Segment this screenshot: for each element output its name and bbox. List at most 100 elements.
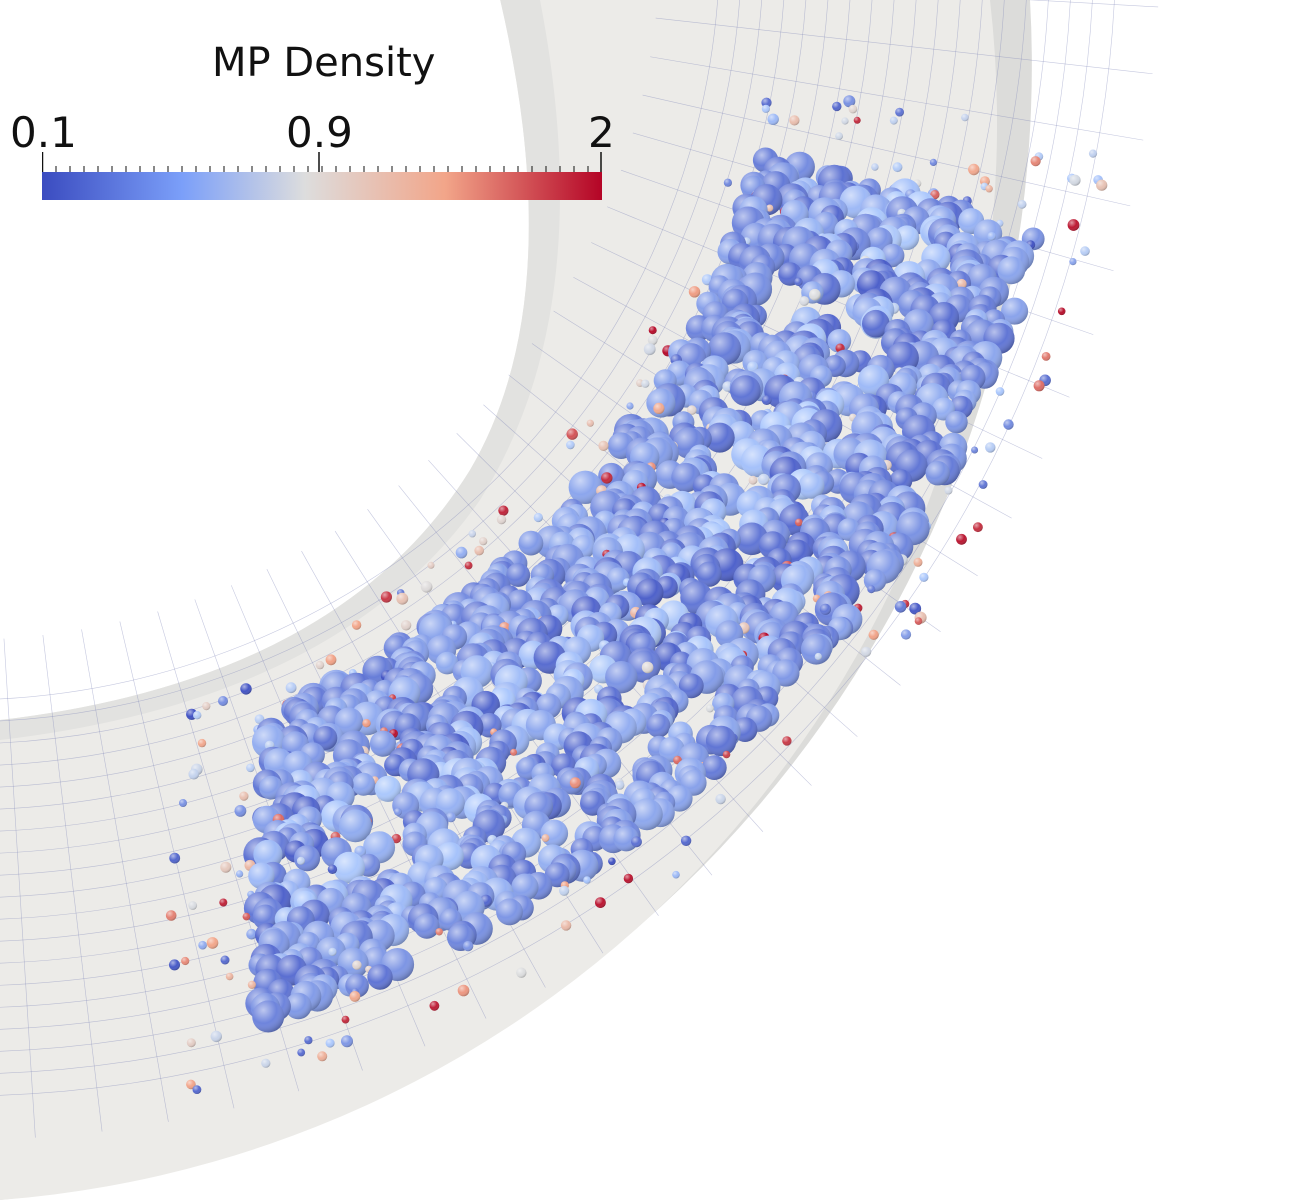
material-point-shading xyxy=(715,793,726,805)
material-point-shading xyxy=(188,768,200,780)
material-point-shading xyxy=(210,1030,222,1043)
material-point-shading xyxy=(435,928,443,936)
material-point-shading xyxy=(328,947,337,956)
material-point-shading xyxy=(533,512,543,523)
material-point-shading xyxy=(761,104,771,113)
material-point-shading xyxy=(867,585,876,594)
material-point-shading xyxy=(345,973,369,998)
material-point-shading xyxy=(569,777,581,789)
material-point-shading xyxy=(761,395,772,405)
material-point-shading xyxy=(239,791,249,801)
material-point-shading xyxy=(246,763,255,773)
material-point-shading xyxy=(341,1035,353,1048)
material-point-shading xyxy=(518,530,544,556)
material-point-shading xyxy=(646,388,676,418)
material-point-shading xyxy=(862,309,890,338)
material-point-shading xyxy=(186,1038,196,1048)
colorbar-max-label: 2 xyxy=(588,108,615,157)
material-point-shading xyxy=(339,809,372,843)
material-point-shading xyxy=(197,738,207,748)
material-point-shading xyxy=(566,440,575,450)
material-point-shading xyxy=(455,546,468,559)
material-point-shading xyxy=(1041,352,1051,361)
colorbar-title: MP Density xyxy=(212,40,436,86)
material-point-shading xyxy=(586,419,594,427)
material-point-shading xyxy=(427,561,435,569)
material-point-shading xyxy=(772,659,800,687)
material-point-shading xyxy=(188,901,198,910)
material-point-shading xyxy=(799,296,810,306)
material-point-shading xyxy=(293,845,321,872)
material-point-shading xyxy=(169,852,181,864)
material-point-shading xyxy=(252,904,278,930)
material-point-shading xyxy=(400,620,412,631)
material-point-shading xyxy=(646,713,671,738)
material-point-shading xyxy=(672,870,680,879)
material-point-shading xyxy=(956,533,967,545)
material-point-shading xyxy=(722,750,731,759)
material-point-shading xyxy=(944,486,953,495)
material-point-shading xyxy=(391,833,401,844)
material-point-shading xyxy=(218,696,228,706)
material-point-shading xyxy=(794,277,803,286)
material-point-shading xyxy=(795,518,803,527)
material-point-shading xyxy=(380,591,392,603)
material-point-shading xyxy=(827,329,852,353)
colorbar-ticks xyxy=(42,152,602,174)
material-point-shading xyxy=(506,563,531,587)
material-point-shading xyxy=(220,861,232,873)
material-point-shading xyxy=(945,410,968,434)
material-point-shading xyxy=(1017,199,1027,209)
material-point-shading xyxy=(626,402,634,410)
material-point-shading xyxy=(362,719,371,728)
material-point-shading xyxy=(648,326,657,335)
material-point-shading xyxy=(968,163,980,176)
material-point-shading xyxy=(510,748,518,756)
material-point-shading xyxy=(566,428,578,440)
material-point-shading xyxy=(973,522,983,533)
material-point-shading xyxy=(1080,246,1090,256)
material-point-shading xyxy=(1001,297,1029,325)
material-point-shading xyxy=(429,1000,440,1011)
material-point-shading xyxy=(601,472,613,484)
material-point-shading xyxy=(369,730,397,757)
material-point-shading xyxy=(193,711,202,720)
material-point-shading xyxy=(832,101,842,112)
material-point-shading xyxy=(198,940,207,950)
material-point-shading xyxy=(327,864,338,874)
material-point-shading xyxy=(900,629,912,640)
material-point-shading xyxy=(819,603,832,615)
material-point-shading xyxy=(349,991,361,1002)
material-point-shading xyxy=(748,475,758,485)
material-point-shading xyxy=(881,243,905,268)
material-point-shading xyxy=(219,898,228,907)
material-point-shading xyxy=(705,704,714,713)
material-point-shading xyxy=(445,812,456,823)
material-point-shading xyxy=(598,440,609,451)
material-point-shading xyxy=(985,185,993,193)
material-point-shading xyxy=(325,654,337,666)
colorbar-legend: MP Density 0.1 0.9 2 xyxy=(0,0,640,210)
material-point-shading xyxy=(853,116,861,124)
colorbar-mid-label: 0.9 xyxy=(286,108,353,157)
material-point-shading xyxy=(687,405,697,415)
material-point-shading xyxy=(814,652,822,661)
material-point-shading xyxy=(464,561,473,570)
material-point-shading xyxy=(304,1036,313,1045)
material-point-shading xyxy=(705,725,737,757)
material-point-shading xyxy=(568,470,602,504)
material-point-shading xyxy=(334,707,364,736)
material-point-shading xyxy=(1003,419,1014,430)
material-point-shading xyxy=(978,480,988,489)
material-point-shading xyxy=(995,387,1005,396)
material-point-shading xyxy=(1069,174,1081,186)
material-point-shading xyxy=(186,1079,196,1090)
material-point-shading xyxy=(913,557,923,567)
material-point-shading xyxy=(435,651,459,675)
material-point-shading xyxy=(595,897,606,908)
material-point-shading xyxy=(971,446,979,454)
material-point-shading xyxy=(925,461,950,486)
material-point-shading xyxy=(181,956,190,966)
material-point-shading xyxy=(1088,149,1098,158)
